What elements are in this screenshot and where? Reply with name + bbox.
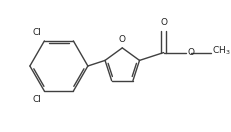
Text: Cl: Cl xyxy=(33,95,42,104)
Text: O: O xyxy=(118,35,125,44)
Text: O: O xyxy=(186,48,193,57)
Text: O: O xyxy=(159,18,166,27)
Text: CH$_3$: CH$_3$ xyxy=(211,44,230,57)
Text: Cl: Cl xyxy=(33,28,42,37)
